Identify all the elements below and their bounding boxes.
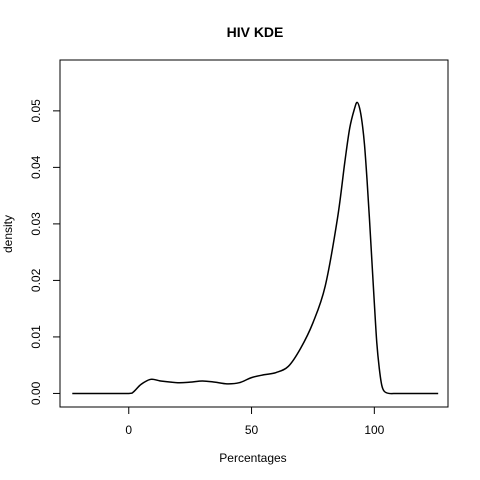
y-axis: 0.00 0.01 0.02 0.03 0.04 0.05 <box>29 99 61 405</box>
density-curve <box>72 101 439 395</box>
y-tick-label: 0.02 <box>29 268 43 292</box>
x-axis: 0 50 100 <box>125 406 385 437</box>
chart-title: HIV KDE <box>227 24 284 40</box>
x-tick-label: 50 <box>245 423 259 437</box>
plot-frame <box>59 59 449 408</box>
x-tick-label: 100 <box>364 423 384 437</box>
x-axis-label: Percentages <box>219 451 286 465</box>
y-tick-label: 0.04 <box>29 155 43 179</box>
y-tick-label: 0.03 <box>29 212 43 236</box>
y-axis-label: density <box>1 215 15 253</box>
x-tick-label: 0 <box>125 423 132 437</box>
y-tick-label: 0.05 <box>29 99 43 123</box>
y-tick-label: 0.00 <box>29 381 43 405</box>
y-tick-label: 0.01 <box>29 325 43 349</box>
